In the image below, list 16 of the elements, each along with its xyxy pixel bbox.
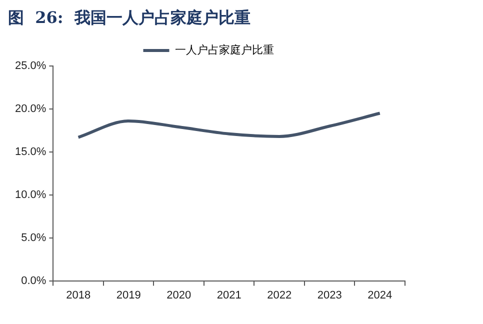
x-tick-label: 2021 xyxy=(216,289,242,302)
x-tick-label: 2018 xyxy=(66,289,91,302)
y-tick-label: 25.0% xyxy=(14,60,46,72)
y-tick-label: 5.0% xyxy=(21,232,46,244)
x-tick-label: 2022 xyxy=(267,289,292,302)
legend-label: 一人户占家庭户比重 xyxy=(174,43,274,56)
y-tick-label: 0.0% xyxy=(21,274,46,287)
x-tick-label: 2020 xyxy=(166,289,192,302)
y-tick-label: 15.0% xyxy=(14,146,46,158)
y-tick-label: 20.0% xyxy=(14,102,46,115)
x-tick-label: 2019 xyxy=(116,289,141,302)
x-tick-label: 2023 xyxy=(317,289,342,302)
chart-title: 图 26: 我国一人户占家庭户比重 xyxy=(8,8,252,29)
x-tick-label: 2024 xyxy=(368,289,392,302)
y-tick-label: 10.0% xyxy=(14,188,46,201)
line-series xyxy=(76,112,382,139)
